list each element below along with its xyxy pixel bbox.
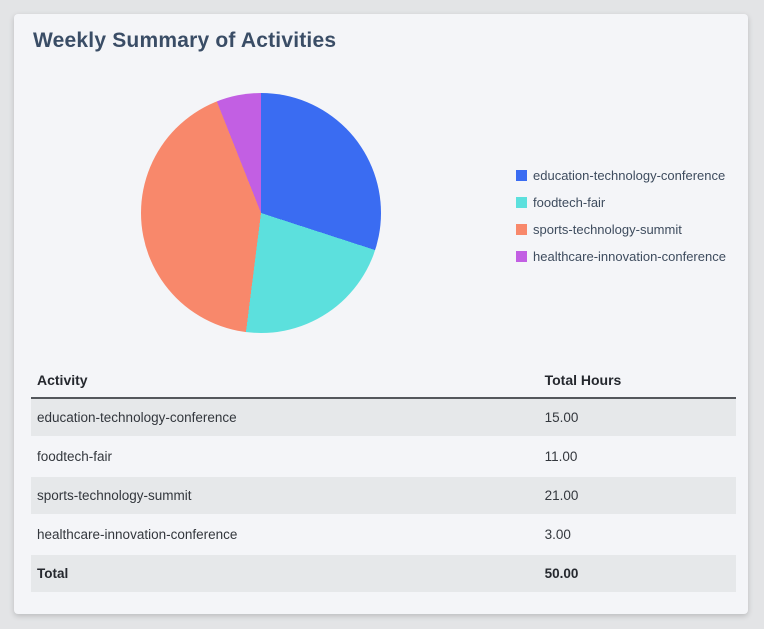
cell-activity: education-technology-conference — [31, 398, 539, 438]
cell-hours: 15.00 — [538, 398, 736, 438]
cell-activity: foodtech-fair — [31, 437, 539, 477]
total-value: 50.00 — [538, 554, 736, 594]
legend-label: foodtech-fair — [533, 195, 606, 210]
legend-label: education-technology-conference — [533, 168, 726, 183]
legend-item: foodtech-fair — [516, 189, 726, 216]
legend-label: sports-technology-summit — [533, 222, 682, 237]
page-title: Weekly Summary of Activities — [33, 29, 337, 52]
cell-hours: 11.00 — [538, 437, 736, 477]
legend-item: healthcare-innovation-conference — [516, 243, 726, 270]
activities-table: Activity Total Hours education-technolog… — [31, 366, 736, 594]
legend-swatch-icon — [516, 224, 527, 235]
activities-table-wrap: Activity Total Hours education-technolog… — [31, 366, 736, 594]
weekly-summary-card: Weekly Summary of Activities education-t… — [14, 14, 748, 614]
cell-hours: 21.00 — [538, 476, 736, 516]
legend-label: healthcare-innovation-conference — [533, 249, 726, 264]
cell-activity: sports-technology-summit — [31, 476, 539, 516]
table-row: healthcare-innovation-conference 3.00 — [31, 515, 736, 555]
total-label: Total — [31, 554, 539, 594]
header-total-hours: Total Hours — [538, 366, 736, 399]
table-row: sports-technology-summit 21.00 — [31, 476, 736, 516]
legend-item: education-technology-conference — [516, 162, 726, 189]
table-row: foodtech-fair 11.00 — [31, 437, 736, 477]
chart-legend: education-technology-conference foodtech-… — [516, 162, 726, 270]
legend-swatch-icon — [516, 170, 527, 181]
header-activity: Activity — [31, 366, 539, 399]
table-header-row: Activity Total Hours — [31, 366, 736, 399]
cell-activity: healthcare-innovation-conference — [31, 515, 539, 555]
table-row: education-technology-conference 15.00 — [31, 398, 736, 438]
legend-swatch-icon — [516, 251, 527, 262]
legend-swatch-icon — [516, 197, 527, 208]
table-total-row: Total 50.00 — [31, 554, 736, 594]
pie-chart — [141, 93, 381, 333]
cell-hours: 3.00 — [538, 515, 736, 555]
legend-item: sports-technology-summit — [516, 216, 726, 243]
